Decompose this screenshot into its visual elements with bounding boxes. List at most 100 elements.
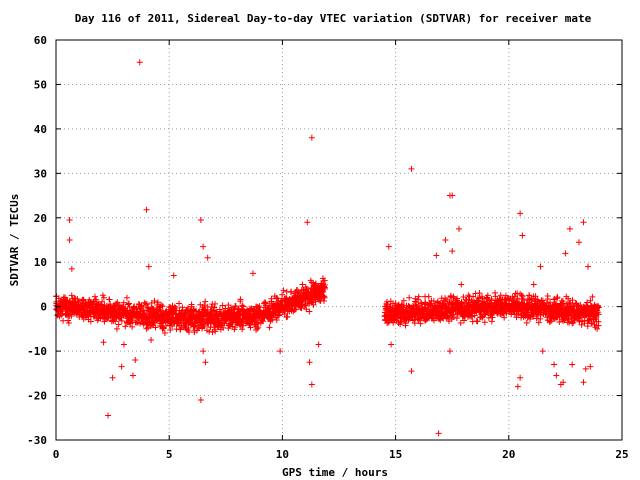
data-point (261, 314, 268, 321)
data-point (586, 315, 593, 322)
data-point (123, 294, 130, 301)
data-point (291, 290, 298, 297)
grid (56, 40, 622, 440)
data-point (158, 301, 165, 308)
data-point (301, 302, 308, 309)
data-point (129, 323, 136, 330)
outlier-point (308, 134, 315, 141)
outlier-point (560, 379, 567, 386)
data-point (310, 301, 317, 308)
data-point (255, 324, 262, 331)
data-point (467, 309, 474, 316)
outlier-point (517, 210, 524, 217)
data-point (124, 307, 131, 314)
data-point (279, 291, 286, 298)
data-point (196, 308, 203, 315)
data-point (594, 325, 601, 332)
outlier-point (408, 165, 415, 172)
data-point (465, 292, 472, 299)
data-point (254, 325, 261, 332)
x-tick-label: 0 (53, 448, 60, 461)
data-point (273, 317, 280, 324)
outlier-point (304, 219, 311, 226)
data-point (488, 296, 495, 303)
data-point (560, 300, 567, 307)
outlier-point (530, 281, 537, 288)
y-tick-label: 50 (34, 78, 47, 91)
outlier-point (197, 397, 204, 403)
y-tick-label: 10 (34, 256, 47, 269)
outlier-point (551, 361, 558, 368)
data-point (266, 324, 273, 331)
outlier-point (519, 232, 526, 239)
y-tick-label: -20 (27, 390, 47, 403)
data-point (284, 313, 291, 320)
data-point (481, 319, 488, 326)
data-point (280, 287, 287, 294)
data-point (518, 292, 525, 299)
data-point (412, 295, 419, 302)
data-point (239, 319, 246, 326)
data-point (257, 308, 264, 315)
data-point (383, 300, 390, 307)
data-point (492, 293, 499, 300)
data-point (461, 300, 468, 307)
data-point (528, 297, 535, 304)
data-point (232, 324, 239, 331)
data-point (514, 295, 521, 302)
x-tick-label: 5 (166, 448, 173, 461)
outlier-point (537, 263, 544, 270)
data-point (569, 320, 576, 327)
data-point (497, 292, 504, 299)
data-point (553, 295, 560, 302)
outlier-point (580, 379, 587, 386)
outlier-point (197, 217, 204, 223)
data-point (154, 299, 161, 306)
outlier-point (118, 363, 125, 370)
data-point (321, 282, 328, 289)
data-point (201, 302, 208, 309)
data-point (239, 326, 246, 333)
data-point (303, 306, 310, 313)
data-point (295, 288, 302, 295)
outlier-point (388, 341, 395, 348)
data-point (240, 303, 247, 310)
outlier-point (143, 206, 150, 213)
data-point (114, 299, 121, 306)
data-point (539, 297, 546, 304)
chart-title: Day 116 of 2011, Sidereal Day-to-day VTE… (75, 12, 592, 25)
data-point (530, 313, 537, 320)
data-point (588, 320, 595, 327)
data-point (535, 319, 542, 326)
data-point (185, 328, 192, 335)
data-point (589, 293, 596, 300)
data-point (501, 314, 508, 321)
data-point (91, 293, 98, 300)
data-point (475, 300, 482, 307)
outlier-point (517, 374, 524, 381)
data-point (219, 302, 226, 309)
outlier-point (148, 337, 155, 343)
data-point (520, 297, 527, 304)
outlier-point (109, 374, 116, 381)
outlier-point (132, 357, 139, 363)
data-point (565, 316, 572, 323)
data-point (457, 319, 464, 326)
outlier-point (406, 294, 413, 301)
data-point (122, 323, 129, 330)
y-tick-label: 30 (34, 167, 47, 180)
data-point (547, 318, 554, 325)
x-tick-labels: 0 5 10 15 20 25 (53, 448, 629, 461)
outlier-point (315, 341, 322, 348)
data-point (298, 305, 305, 312)
data-point (274, 295, 281, 302)
data-point (304, 285, 311, 292)
data-point (461, 317, 468, 324)
data-point (554, 294, 561, 301)
data-point (543, 300, 550, 307)
data-point (220, 324, 227, 331)
outlier-point (204, 254, 211, 261)
data-point (152, 324, 159, 331)
data-point (112, 318, 119, 325)
